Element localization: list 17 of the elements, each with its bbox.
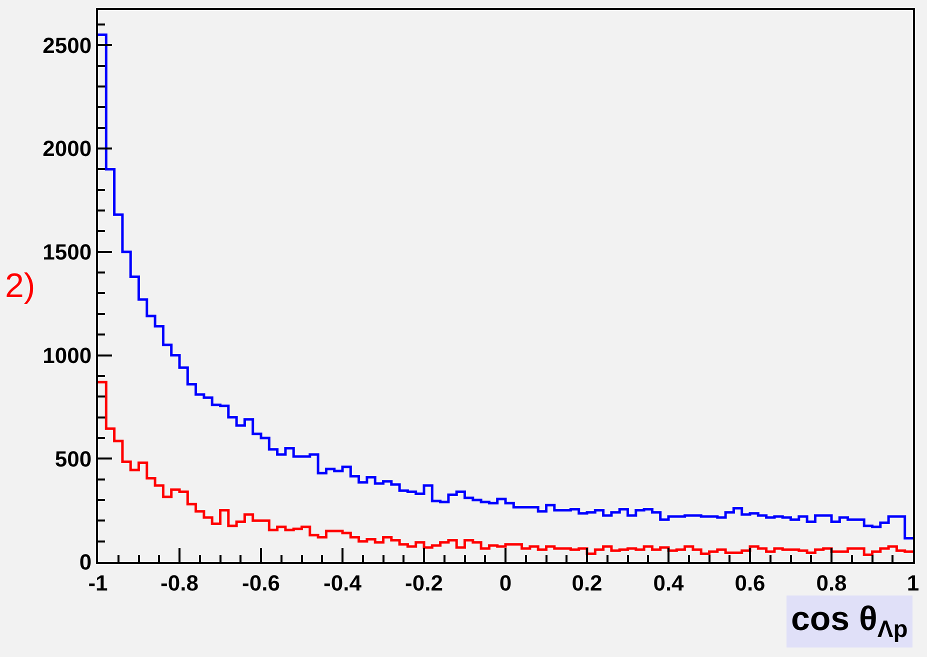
x-tick-label: -0.8 [160, 570, 198, 596]
y-tick-label: 2500 [42, 32, 92, 58]
x-tick-label: -0.4 [324, 570, 362, 596]
text: 2) [5, 267, 36, 305]
y-tick-label: 2000 [42, 136, 92, 162]
x-tick-label: 0.8 [816, 570, 847, 596]
x-tick-label: 0.2 [572, 570, 602, 596]
x-tick-label: 0.4 [653, 570, 685, 596]
x-tick-label: 0.6 [734, 570, 766, 596]
x-tick-label: -0.2 [405, 570, 443, 596]
y-tick-label: 1500 [42, 240, 92, 265]
x-tick-label: 1 [906, 570, 920, 596]
y-tick-label: 1000 [42, 342, 92, 368]
x-axis-title: cos θ$_{Λp}$ [791, 600, 908, 644]
x-tick-label: 0 [499, 570, 512, 596]
y-tick-label: 500 [54, 446, 92, 472]
x-tick-label: -0.6 [242, 570, 280, 596]
